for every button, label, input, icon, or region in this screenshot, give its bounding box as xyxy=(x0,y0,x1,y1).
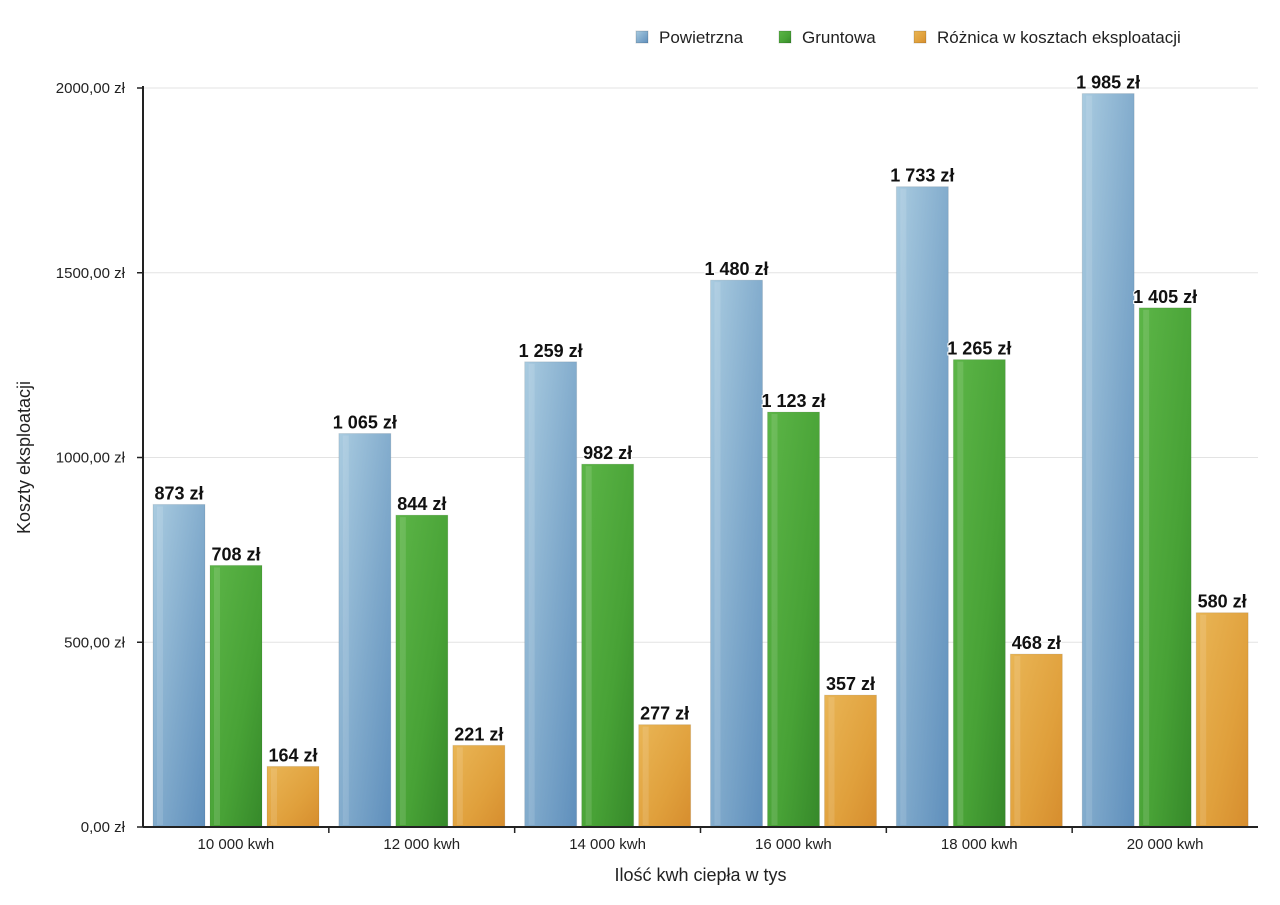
data-label: 164 zł xyxy=(268,745,317,765)
data-label: 982 zł xyxy=(583,443,632,463)
bar-highlight xyxy=(214,567,220,825)
bar-highlight xyxy=(1143,309,1150,825)
data-label: 1 480 zł xyxy=(704,259,768,279)
data-label: 357 zł xyxy=(826,674,875,694)
bar-powietrzna-0 xyxy=(152,503,206,828)
bar-highlight xyxy=(342,435,349,825)
data-label: 1 733 zł xyxy=(890,166,954,186)
x-tick-label: 10 000 kwh xyxy=(198,836,275,853)
x-tick-label: 12 000 kwh xyxy=(383,836,460,853)
bar-gruntowa-3 xyxy=(767,411,820,828)
bar-różnica-w-kosztach-eksploatacji-4 xyxy=(1009,653,1063,828)
legend-label: Gruntowa xyxy=(802,28,876,47)
bar-powietrzna-3 xyxy=(710,279,763,828)
data-label: 468 zł xyxy=(1012,633,1061,653)
bar-highlight xyxy=(828,697,835,825)
data-label: 1 405 zł xyxy=(1133,287,1197,307)
legend: Powietrzna Gruntowa Różnica w kosztach eks… xyxy=(635,28,1181,47)
data-labels: 873 zł 708 zł 164 zł 1 065 zł 844 zł 221 zł 1 … xyxy=(153,72,1247,767)
legend-swatch xyxy=(778,30,792,44)
y-tick-label: 0,00 zł xyxy=(81,819,126,836)
bar-highlight xyxy=(771,414,778,825)
data-label: 1 259 zł xyxy=(519,341,583,361)
legend-swatch xyxy=(913,30,927,44)
legend-swatch xyxy=(635,30,649,44)
axes: 0,00 zł 500,00 zł 1000,00 zł 1500,00 zł 2000… xyxy=(56,80,1258,853)
bar-highlight xyxy=(1200,614,1207,825)
data-label: 277 zł xyxy=(640,704,689,724)
bar-highlight xyxy=(714,282,721,825)
data-label: 221 zł xyxy=(454,724,503,744)
x-tick-label: 20 000 kwh xyxy=(1127,836,1204,853)
data-label: 873 zł xyxy=(154,483,203,503)
bar-highlight xyxy=(585,466,592,825)
y-tick-label: 1500,00 zł xyxy=(56,265,126,282)
x-tick-label: 14 000 kwh xyxy=(569,836,646,853)
bar-gruntowa-1 xyxy=(395,514,449,828)
bar-różnica-w-kosztach-eksploatacji-1 xyxy=(452,744,506,828)
bar-highlight xyxy=(528,363,535,825)
bar-gruntowa-5 xyxy=(1138,307,1192,828)
data-label: 708 zł xyxy=(211,544,260,564)
bar-highlight xyxy=(1014,656,1021,825)
bar-highlight xyxy=(642,726,649,825)
bar-różnica-w-kosztach-eksploatacji-0 xyxy=(266,765,320,828)
y-axis-title: Koszty eksploatacji xyxy=(14,381,34,534)
bar-różnica-w-kosztach-eksploatacji-5 xyxy=(1195,612,1249,828)
bar-highlight xyxy=(900,188,907,825)
bar-highlight xyxy=(157,506,163,825)
y-tick-label: 500,00 zł xyxy=(64,634,126,651)
data-label: 580 zł xyxy=(1198,592,1247,612)
data-label: 844 zł xyxy=(397,494,446,514)
bar-powietrzna-5 xyxy=(1081,93,1135,828)
bar-highlight xyxy=(1086,95,1093,826)
x-axis-title: Ilość kwh ciepła w tys xyxy=(614,865,786,885)
bar-powietrzna-1 xyxy=(338,432,392,828)
legend-label: Powietrzna xyxy=(659,28,744,47)
bar-highlight xyxy=(271,768,277,825)
bar-różnica-w-kosztach-eksploatacji-2 xyxy=(638,724,692,828)
x-tick-label: 16 000 kwh xyxy=(755,836,832,853)
y-tick-label: 2000,00 zł xyxy=(56,80,126,97)
y-tick-label: 1000,00 zł xyxy=(56,450,126,467)
gridlines xyxy=(143,87,1258,643)
data-label: 1 065 zł xyxy=(333,412,397,432)
bar-gruntowa-2 xyxy=(581,463,635,828)
bar-różnica-w-kosztach-eksploatacji-3 xyxy=(824,694,877,828)
data-label: 1 123 zł xyxy=(761,391,825,411)
data-label: 1 265 zł xyxy=(947,339,1011,359)
data-label: 1 985 zł xyxy=(1076,73,1140,93)
bars xyxy=(152,93,1249,828)
bar-gruntowa-4 xyxy=(952,359,1006,828)
bar-highlight xyxy=(456,747,463,825)
x-tick-label: 18 000 kwh xyxy=(941,836,1018,853)
bar-highlight xyxy=(957,361,964,825)
legend-label: Różnica w kosztach eksploatacji xyxy=(937,28,1181,47)
bar-highlight xyxy=(399,517,406,825)
bar-powietrzna-2 xyxy=(524,361,578,828)
